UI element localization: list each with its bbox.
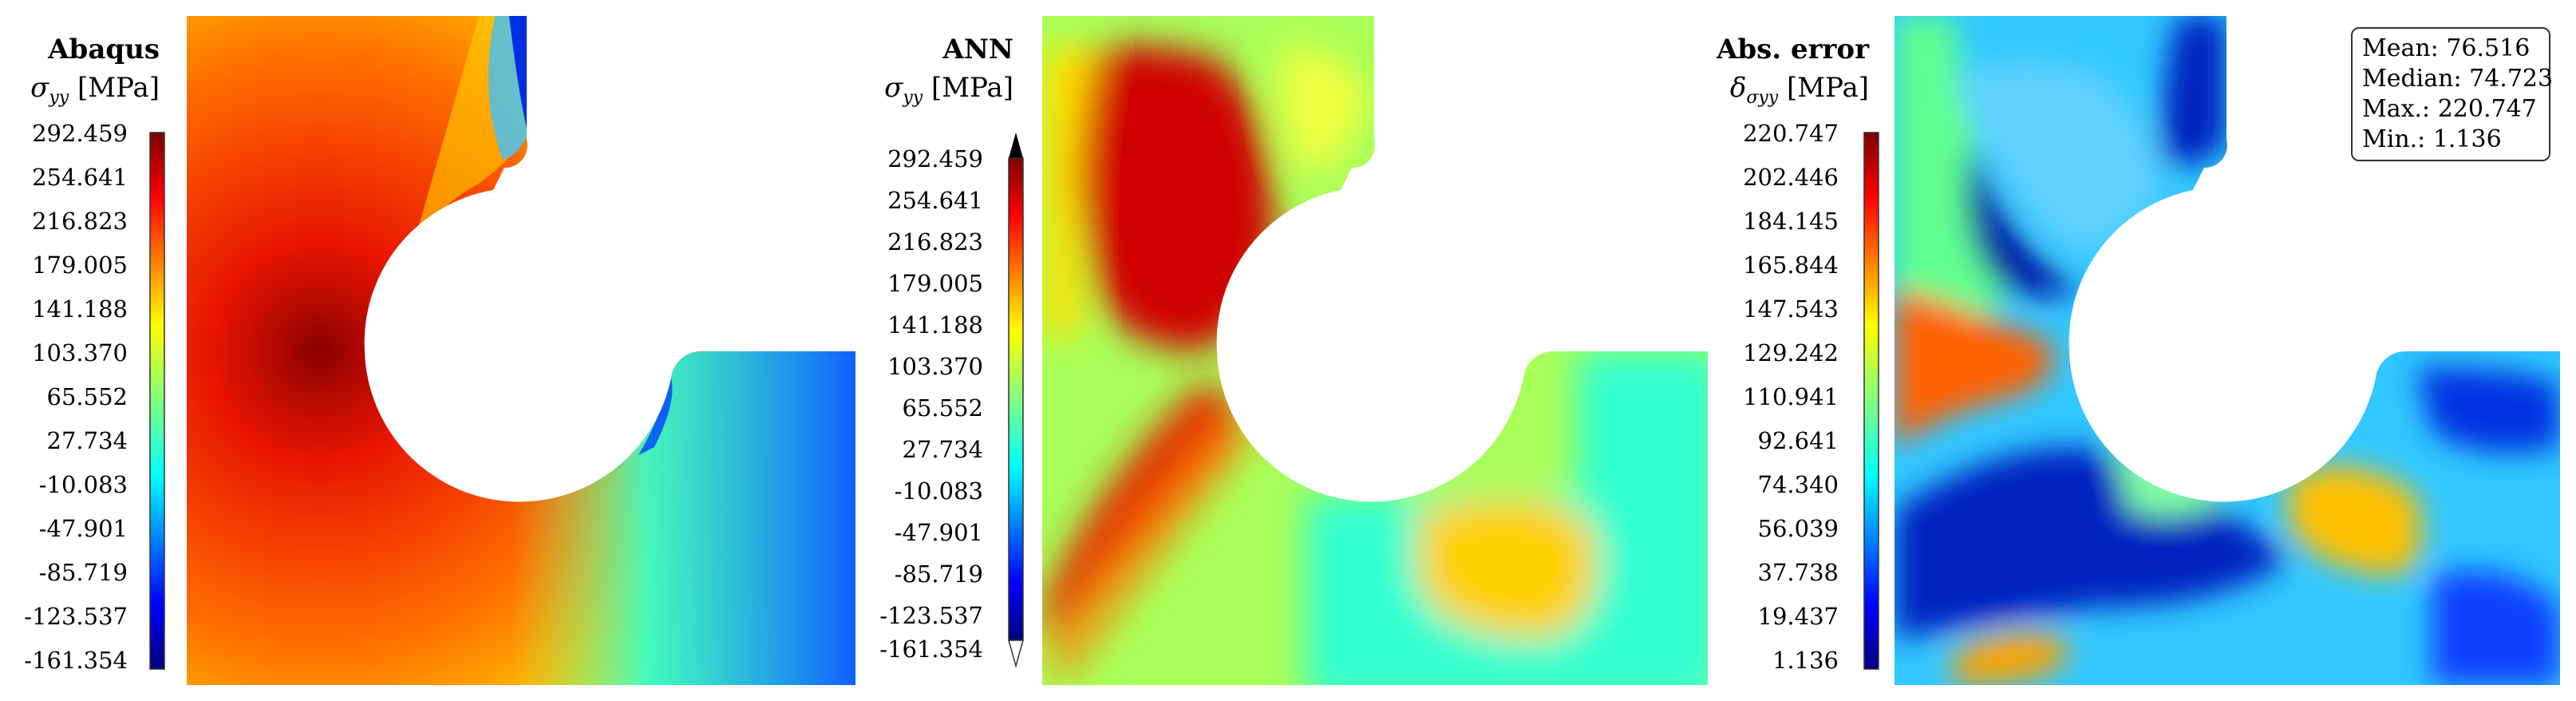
- colorbar-tick: 103.370: [32, 339, 128, 366]
- colorbar-tick: 1.136: [1772, 647, 1839, 674]
- colorbar-tick: -85.719: [38, 559, 128, 586]
- colorbar-tick: -47.901: [894, 519, 983, 546]
- colorbar-ticks-ann: 292.459 254.641 216.823 179.005 141.188 …: [859, 0, 983, 701]
- colorbar-tick: 141.188: [32, 295, 128, 323]
- panel-abaqus: Abaqus σyy [MPa] 292.459 254.641 216.823…: [0, 0, 862, 701]
- colorbar-tick: 129.242: [1743, 339, 1839, 366]
- statistics-box: Mean: 76.516 Median: 74.723 Max.: 220.74…: [2351, 27, 2554, 161]
- colorbar-abaqus: [149, 132, 165, 670]
- colorbar-tick: 202.446: [1743, 164, 1839, 191]
- colorbar-ann: [1008, 157, 1024, 641]
- colorbar-tick: 19.437: [1757, 603, 1839, 630]
- colorbar-tick: 216.823: [887, 228, 983, 255]
- quantity-label: σyy [MPa]: [884, 72, 1013, 108]
- title-text: Abaqus: [48, 34, 160, 65]
- colorbar-tick: 65.552: [902, 394, 983, 422]
- colorbar-tick: 110.941: [1743, 383, 1839, 410]
- colorbar-tick: 165.844: [1743, 251, 1839, 279]
- colorbar-tick: 216.823: [32, 208, 128, 235]
- contour-plot-abaqus: [149, 16, 855, 685]
- title-text: ANN: [942, 34, 1013, 65]
- stat-min: Min.: 1.136: [2362, 125, 2502, 153]
- colorbar-tick: -123.537: [24, 603, 128, 630]
- colorbar-tick: 37.738: [1757, 559, 1839, 586]
- colorbar-tick: -85.719: [894, 560, 983, 588]
- panel-title-abs-error: Abs. error δσyy [MPa]: [1714, 30, 1869, 117]
- colorbar-tick: 27.734: [902, 436, 983, 463]
- colorbar-tick: 56.039: [1757, 515, 1839, 542]
- colorbar-tick: 254.641: [887, 187, 983, 214]
- colorbar-tick: 184.145: [1743, 208, 1839, 235]
- colorbar-ticks-abaqus: 292.459 254.641 216.823 179.005 141.188 …: [0, 0, 128, 701]
- colorbar-tick: 292.459: [887, 145, 983, 172]
- colorbar-tick: 292.459: [32, 120, 128, 147]
- colorbar-tick: -161.354: [879, 636, 983, 663]
- colorbar-ticks-abs-error: 220.747 202.446 184.145 165.844 147.543 …: [1714, 0, 1839, 701]
- title-text: Abs. error: [1716, 34, 1869, 65]
- contour-plot-ann: [1008, 16, 1708, 685]
- colorbar-tick: 92.641: [1757, 427, 1839, 454]
- colorbar-tick: -10.083: [38, 471, 128, 498]
- colorbar-tick: 74.340: [1757, 471, 1839, 498]
- colorbar-tick: 179.005: [887, 270, 983, 297]
- colorbar-tick: 65.552: [46, 383, 128, 410]
- panel-title-ann: ANN σyy [MPa]: [859, 30, 1013, 117]
- panel-ann: ANN σyy [MPa] 292.459 254.641 216.823 17…: [859, 0, 1721, 701]
- panel-title-abaqus: Abaqus σyy [MPa]: [0, 30, 160, 117]
- colorbar-tick: 103.370: [887, 353, 983, 380]
- colorbar-tick: 179.005: [32, 251, 128, 279]
- stat-max: Max.: 220.747: [2362, 95, 2537, 123]
- colorbar-tick: 147.543: [1743, 295, 1839, 323]
- colorbar-tick: -10.083: [894, 477, 983, 505]
- colorbar-abs-error: [1863, 132, 1879, 670]
- stat-median: Median: 74.723: [2362, 65, 2554, 93]
- colorbar-tick: -161.354: [24, 647, 128, 674]
- colorbar-tick: 220.747: [1743, 120, 1839, 147]
- quantity-label: δσyy [MPa]: [1729, 72, 1869, 108]
- colorbar-tick: -47.901: [38, 515, 128, 542]
- quantity-label: σyy [MPa]: [30, 72, 160, 108]
- colorbar-tick: 254.641: [32, 164, 128, 191]
- colorbar-tick: 141.188: [887, 311, 983, 339]
- colorbar-tick: 27.734: [46, 427, 128, 454]
- colorbar-tick: -123.537: [879, 602, 983, 629]
- stat-mean: Mean: 76.516: [2362, 34, 2531, 62]
